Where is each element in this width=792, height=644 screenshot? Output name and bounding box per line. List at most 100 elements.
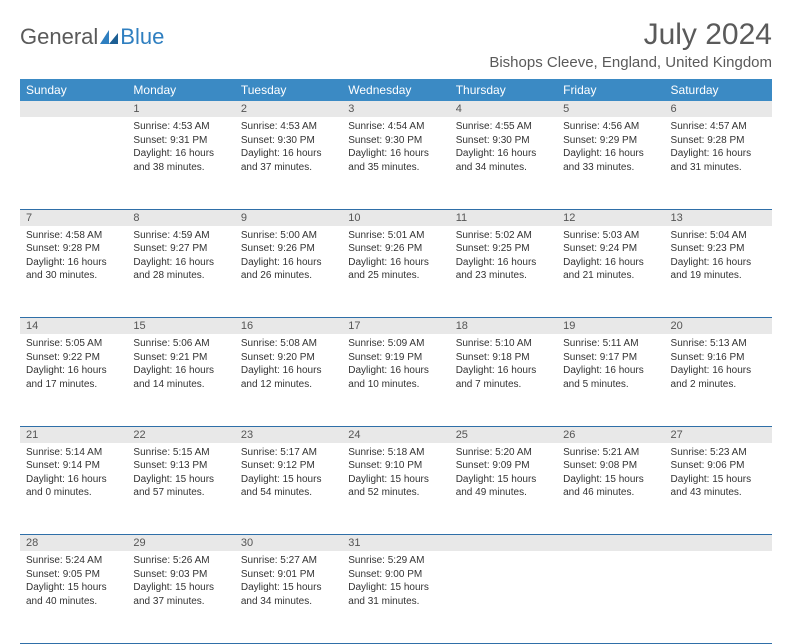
day-number-cell: 13 bbox=[665, 209, 772, 226]
day-details: Sunrise: 5:23 AMSunset: 9:06 PMDaylight:… bbox=[665, 443, 772, 506]
day-number-cell: 24 bbox=[342, 426, 449, 443]
sunrise-text: Sunrise: 5:08 AM bbox=[241, 337, 336, 351]
day-detail-cell: Sunrise: 4:59 AMSunset: 9:27 PMDaylight:… bbox=[127, 226, 234, 318]
day-detail-cell: Sunrise: 5:24 AMSunset: 9:05 PMDaylight:… bbox=[20, 551, 127, 643]
day-detail-cell bbox=[557, 551, 664, 643]
day-number-row: 123456 bbox=[20, 101, 772, 117]
sunrise-text: Sunrise: 5:26 AM bbox=[133, 554, 228, 568]
day-details: Sunrise: 4:55 AMSunset: 9:30 PMDaylight:… bbox=[450, 117, 557, 180]
day-details: Sunrise: 5:08 AMSunset: 9:20 PMDaylight:… bbox=[235, 334, 342, 397]
sunrise-text: Sunrise: 5:14 AM bbox=[26, 446, 121, 460]
daylight-text: Daylight: 15 hours and 34 minutes. bbox=[241, 581, 336, 608]
sunset-text: Sunset: 9:01 PM bbox=[241, 568, 336, 582]
day-details: Sunrise: 5:05 AMSunset: 9:22 PMDaylight:… bbox=[20, 334, 127, 397]
calendar-table: Sunday Monday Tuesday Wednesday Thursday… bbox=[20, 79, 772, 644]
sunset-text: Sunset: 9:26 PM bbox=[241, 242, 336, 256]
sunrise-text: Sunrise: 5:06 AM bbox=[133, 337, 228, 351]
day-number-row: 28293031 bbox=[20, 535, 772, 552]
sunrise-text: Sunrise: 5:04 AM bbox=[671, 229, 766, 243]
sunrise-text: Sunrise: 5:21 AM bbox=[563, 446, 658, 460]
day-number-cell: 25 bbox=[450, 426, 557, 443]
day-number-cell: 11 bbox=[450, 209, 557, 226]
sunset-text: Sunset: 9:25 PM bbox=[456, 242, 551, 256]
day-number-cell: 8 bbox=[127, 209, 234, 226]
day-number-cell: 3 bbox=[342, 101, 449, 117]
day-number-cell: 4 bbox=[450, 101, 557, 117]
day-number-cell: 29 bbox=[127, 535, 234, 552]
day-number-cell: 26 bbox=[557, 426, 664, 443]
sunset-text: Sunset: 9:20 PM bbox=[241, 351, 336, 365]
daylight-text: Daylight: 16 hours and 34 minutes. bbox=[456, 147, 551, 174]
day-detail-cell: Sunrise: 5:13 AMSunset: 9:16 PMDaylight:… bbox=[665, 334, 772, 426]
sunset-text: Sunset: 9:10 PM bbox=[348, 459, 443, 473]
sunset-text: Sunset: 9:13 PM bbox=[133, 459, 228, 473]
day-details: Sunrise: 4:53 AMSunset: 9:30 PMDaylight:… bbox=[235, 117, 342, 180]
day-details: Sunrise: 5:17 AMSunset: 9:12 PMDaylight:… bbox=[235, 443, 342, 506]
sunrise-text: Sunrise: 5:05 AM bbox=[26, 337, 121, 351]
day-detail-cell: Sunrise: 4:56 AMSunset: 9:29 PMDaylight:… bbox=[557, 117, 664, 209]
sunrise-text: Sunrise: 5:09 AM bbox=[348, 337, 443, 351]
day-number-cell: 27 bbox=[665, 426, 772, 443]
day-number-cell: 22 bbox=[127, 426, 234, 443]
daylight-text: Daylight: 15 hours and 40 minutes. bbox=[26, 581, 121, 608]
sunset-text: Sunset: 9:03 PM bbox=[133, 568, 228, 582]
sunrise-text: Sunrise: 5:20 AM bbox=[456, 446, 551, 460]
day-details: Sunrise: 5:15 AMSunset: 9:13 PMDaylight:… bbox=[127, 443, 234, 506]
day-details: Sunrise: 4:58 AMSunset: 9:28 PMDaylight:… bbox=[20, 226, 127, 289]
day-number-cell: 9 bbox=[235, 209, 342, 226]
sunset-text: Sunset: 9:30 PM bbox=[456, 134, 551, 148]
sunset-text: Sunset: 9:05 PM bbox=[26, 568, 121, 582]
sunset-text: Sunset: 9:17 PM bbox=[563, 351, 658, 365]
day-detail-cell: Sunrise: 5:18 AMSunset: 9:10 PMDaylight:… bbox=[342, 443, 449, 535]
daylight-text: Daylight: 16 hours and 14 minutes. bbox=[133, 364, 228, 391]
daylight-text: Daylight: 16 hours and 26 minutes. bbox=[241, 256, 336, 283]
day-label: Sunday bbox=[20, 79, 127, 101]
sunrise-text: Sunrise: 4:58 AM bbox=[26, 229, 121, 243]
daylight-text: Daylight: 16 hours and 7 minutes. bbox=[456, 364, 551, 391]
day-details: Sunrise: 5:09 AMSunset: 9:19 PMDaylight:… bbox=[342, 334, 449, 397]
day-number-cell: 18 bbox=[450, 318, 557, 335]
day-number-cell: 30 bbox=[235, 535, 342, 552]
day-detail-cell: Sunrise: 5:15 AMSunset: 9:13 PMDaylight:… bbox=[127, 443, 234, 535]
daylight-text: Daylight: 16 hours and 12 minutes. bbox=[241, 364, 336, 391]
sunset-text: Sunset: 9:30 PM bbox=[348, 134, 443, 148]
day-detail-cell: Sunrise: 5:06 AMSunset: 9:21 PMDaylight:… bbox=[127, 334, 234, 426]
day-details: Sunrise: 5:03 AMSunset: 9:24 PMDaylight:… bbox=[557, 226, 664, 289]
sunrise-text: Sunrise: 5:18 AM bbox=[348, 446, 443, 460]
logo-text-1: General bbox=[20, 24, 98, 50]
day-detail-cell: Sunrise: 4:58 AMSunset: 9:28 PMDaylight:… bbox=[20, 226, 127, 318]
daylight-text: Daylight: 16 hours and 2 minutes. bbox=[671, 364, 766, 391]
day-number-cell bbox=[450, 535, 557, 552]
sunrise-text: Sunrise: 5:01 AM bbox=[348, 229, 443, 243]
week-row: Sunrise: 4:53 AMSunset: 9:31 PMDaylight:… bbox=[20, 117, 772, 209]
sunrise-text: Sunrise: 4:56 AM bbox=[563, 120, 658, 134]
day-detail-cell: Sunrise: 5:08 AMSunset: 9:20 PMDaylight:… bbox=[235, 334, 342, 426]
day-label: Friday bbox=[557, 79, 664, 101]
daylight-text: Daylight: 16 hours and 5 minutes. bbox=[563, 364, 658, 391]
day-number-cell: 10 bbox=[342, 209, 449, 226]
sunrise-text: Sunrise: 5:13 AM bbox=[671, 337, 766, 351]
day-detail-cell bbox=[450, 551, 557, 643]
week-row: Sunrise: 5:24 AMSunset: 9:05 PMDaylight:… bbox=[20, 551, 772, 643]
day-detail-cell: Sunrise: 5:00 AMSunset: 9:26 PMDaylight:… bbox=[235, 226, 342, 318]
day-detail-cell: Sunrise: 5:23 AMSunset: 9:06 PMDaylight:… bbox=[665, 443, 772, 535]
sunrise-text: Sunrise: 5:27 AM bbox=[241, 554, 336, 568]
week-row: Sunrise: 5:05 AMSunset: 9:22 PMDaylight:… bbox=[20, 334, 772, 426]
sunrise-text: Sunrise: 4:54 AM bbox=[348, 120, 443, 134]
daylight-text: Daylight: 16 hours and 0 minutes. bbox=[26, 473, 121, 500]
daylight-text: Daylight: 15 hours and 43 minutes. bbox=[671, 473, 766, 500]
day-detail-cell: Sunrise: 5:14 AMSunset: 9:14 PMDaylight:… bbox=[20, 443, 127, 535]
day-detail-cell: Sunrise: 5:10 AMSunset: 9:18 PMDaylight:… bbox=[450, 334, 557, 426]
day-detail-cell: Sunrise: 5:11 AMSunset: 9:17 PMDaylight:… bbox=[557, 334, 664, 426]
day-detail-cell: Sunrise: 5:21 AMSunset: 9:08 PMDaylight:… bbox=[557, 443, 664, 535]
day-number-row: 78910111213 bbox=[20, 209, 772, 226]
day-detail-cell: Sunrise: 5:09 AMSunset: 9:19 PMDaylight:… bbox=[342, 334, 449, 426]
sunset-text: Sunset: 9:12 PM bbox=[241, 459, 336, 473]
day-details: Sunrise: 4:53 AMSunset: 9:31 PMDaylight:… bbox=[127, 117, 234, 180]
day-details: Sunrise: 5:18 AMSunset: 9:10 PMDaylight:… bbox=[342, 443, 449, 506]
sunset-text: Sunset: 9:28 PM bbox=[671, 134, 766, 148]
day-detail-cell: Sunrise: 4:55 AMSunset: 9:30 PMDaylight:… bbox=[450, 117, 557, 209]
day-number-cell: 19 bbox=[557, 318, 664, 335]
sunrise-text: Sunrise: 5:17 AM bbox=[241, 446, 336, 460]
logo-text-2: Blue bbox=[120, 24, 164, 50]
